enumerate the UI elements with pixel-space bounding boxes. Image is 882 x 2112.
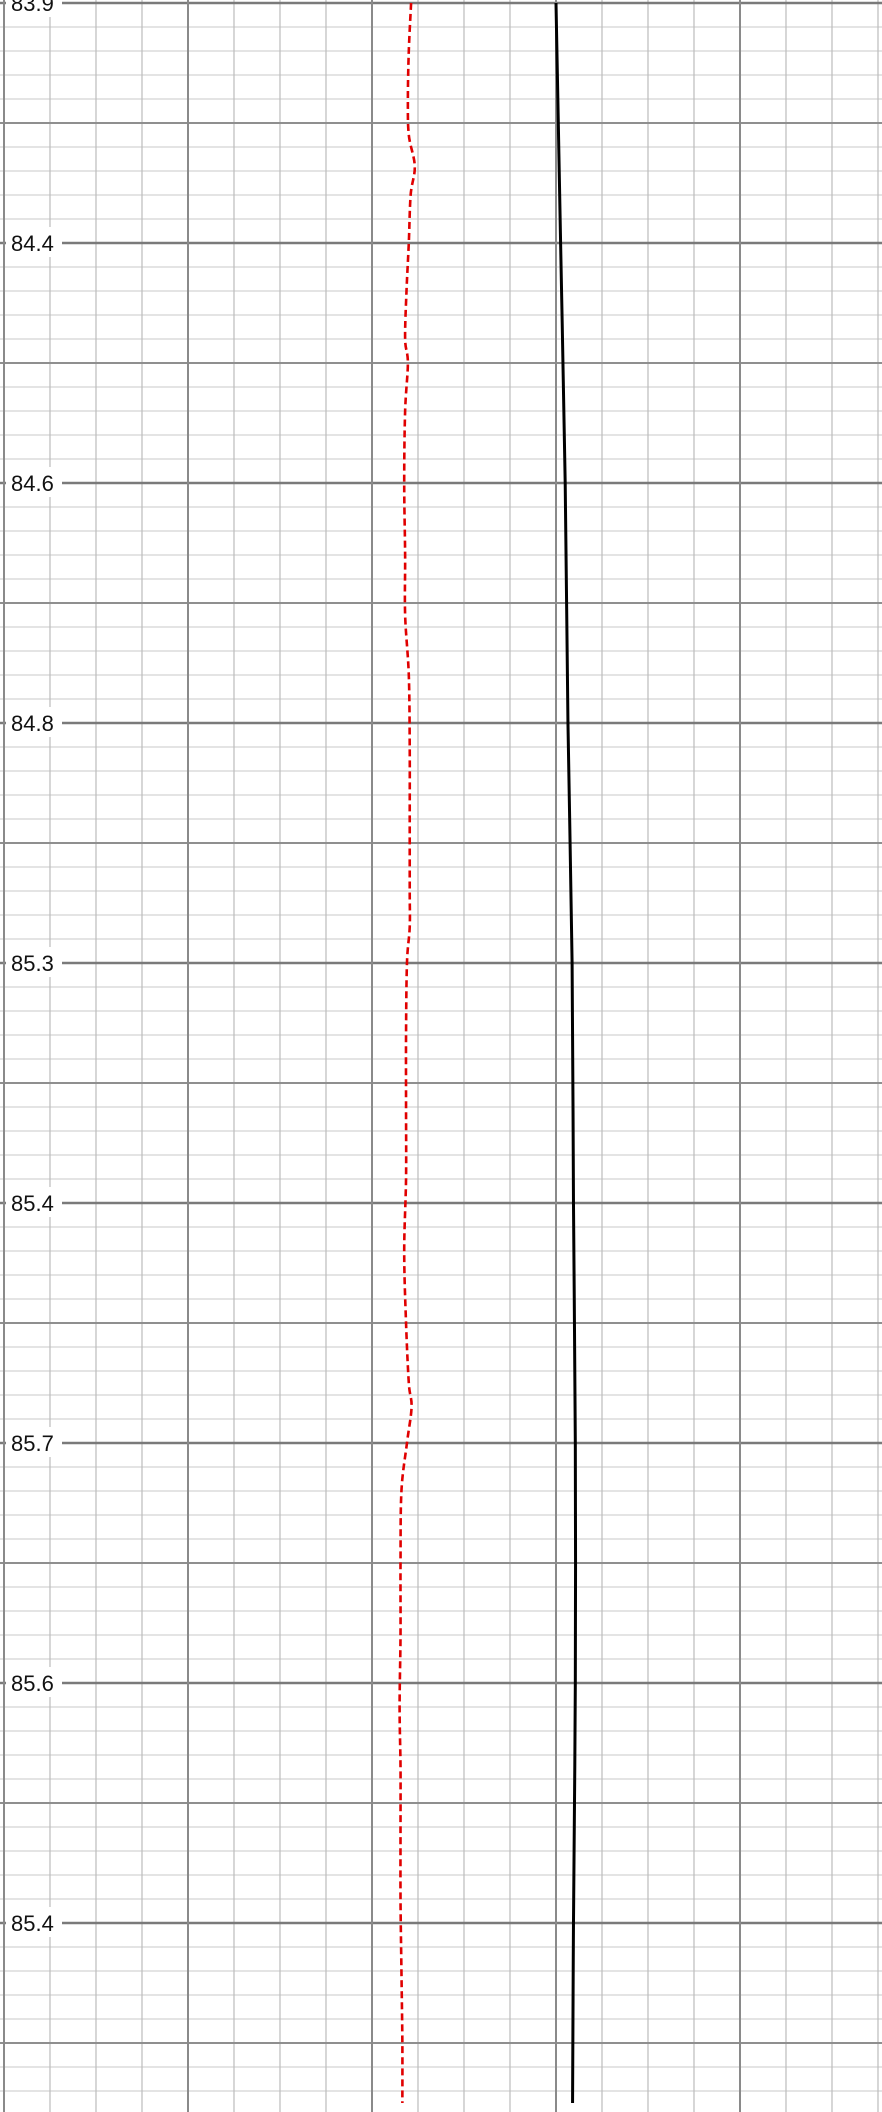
depth-tick-label: 84.4 (11, 231, 54, 256)
series-layer (398, 2, 578, 2104)
major-vertical-gridlines (3, 0, 741, 2112)
depth-label-background (6, 707, 62, 737)
depth-label-background (6, 467, 62, 497)
depth-label-background (6, 1187, 62, 1217)
depth-label-background (6, 1907, 62, 1937)
major-horizontal-gridlines (0, 1, 882, 2044)
series-line-black-solid (554, 2, 578, 2104)
depth-tick-label: 85.7 (11, 1431, 54, 1456)
depth-tick-label: 85.3 (11, 951, 54, 976)
depth-label-background (6, 947, 62, 977)
depth-tick-label: 85.4 (11, 1191, 54, 1216)
depth-tick-label: 85.6 (11, 1671, 54, 1696)
depth-label-background (6, 1667, 62, 1697)
depth-label-background (6, 0, 62, 17)
depth-tick-label: 84.8 (11, 711, 54, 736)
depth-tick-label: 85.4 (11, 1911, 54, 1936)
depth-tick-label: 84.6 (11, 471, 54, 496)
depth-label-background (6, 1427, 62, 1457)
depth-label-background (6, 227, 62, 257)
depth-tick-label: 83.9 (11, 0, 54, 16)
depth-labels: 83.9 84.4 84.6 84.8 85.3 85.4 85.7 85.6 85.4 (6, 0, 62, 1937)
